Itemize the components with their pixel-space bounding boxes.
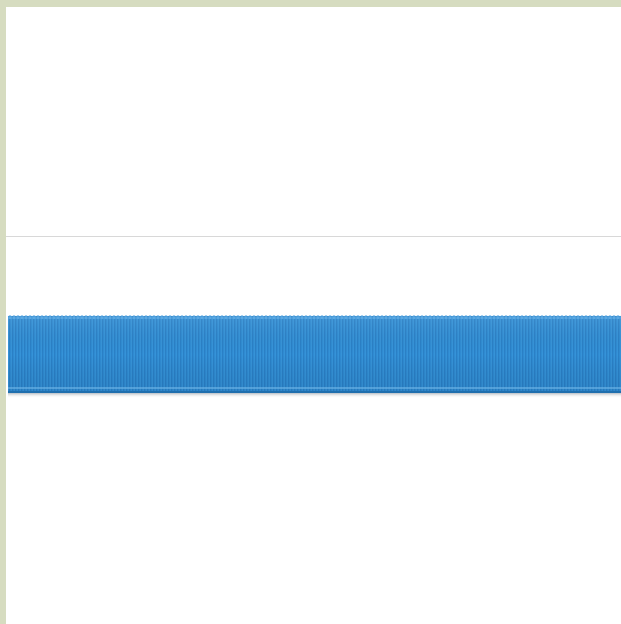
ribbon-bottom-edge xyxy=(8,387,621,389)
ribbon-bottom-line xyxy=(8,391,621,393)
ribbon xyxy=(8,315,621,393)
page xyxy=(0,0,621,624)
ribbon-shading xyxy=(8,316,621,393)
photo-frame xyxy=(0,0,621,624)
